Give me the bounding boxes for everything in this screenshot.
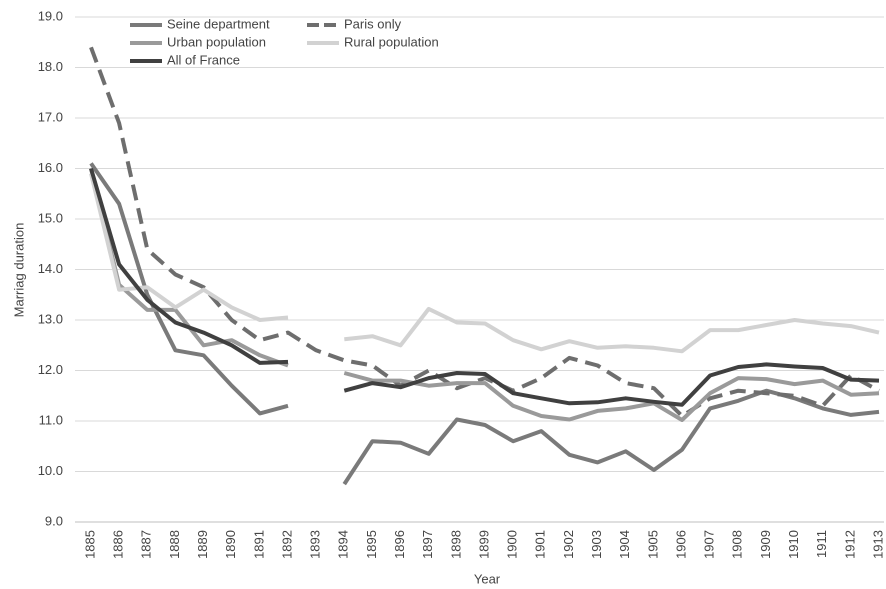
y-axis-title: Marriag duration (11, 223, 26, 318)
x-tick-label: 1894 (336, 530, 351, 559)
x-tick-label: 1912 (842, 530, 857, 559)
x-tick-label: 1893 (308, 530, 323, 559)
x-tick-label: 1905 (645, 530, 660, 559)
series-line (89, 46, 880, 418)
x-tick-label: 1888 (167, 530, 182, 559)
x-tick-label: 1891 (251, 530, 266, 559)
y-tick-label: 11.0 (39, 412, 63, 427)
y-tick-label: 13.0 (38, 311, 63, 326)
x-tick-label: 1885 (82, 530, 97, 559)
x-tick-label: 1890 (223, 530, 238, 559)
x-tick-label: 1899 (476, 530, 491, 559)
x-tick-label: 1902 (561, 530, 576, 559)
x-tick-label: 1906 (673, 530, 688, 559)
y-tick-label: 10.0 (38, 463, 63, 478)
y-tick-label: 15.0 (38, 210, 63, 225)
y-tick-label: 18.0 (38, 59, 63, 74)
legend-label: Rural population (344, 34, 439, 49)
y-tick-label: 16.0 (38, 160, 63, 175)
legend-label: Urban population (167, 34, 266, 49)
y-tick-label: 9.0 (45, 513, 63, 528)
x-tick-label: 1900 (505, 530, 520, 559)
y-tick-label: 14.0 (38, 261, 63, 276)
x-tick-label: 1895 (364, 530, 379, 559)
x-tick-label: 1904 (617, 530, 632, 559)
legend-label: All of France (167, 52, 240, 67)
y-tick-label: 12.0 (38, 362, 63, 377)
x-tick-label: 1901 (533, 530, 548, 559)
y-tick-label: 17.0 (38, 109, 63, 124)
x-tick-label: 1907 (702, 530, 717, 559)
x-tick-label: 1886 (111, 530, 126, 559)
legend-label: Seine department (167, 16, 270, 31)
x-tick-label: 1909 (758, 530, 773, 559)
x-tick-label: 1910 (786, 530, 801, 559)
x-tick-label: 1903 (589, 530, 604, 559)
x-tick-label: 1887 (139, 530, 154, 559)
legend-label: Paris only (344, 16, 402, 31)
series-line (89, 173, 880, 354)
x-tick-label: 1911 (814, 530, 829, 558)
series-line (89, 167, 880, 407)
x-tick-label: 1892 (279, 530, 294, 559)
x-axis-title: Year (474, 571, 501, 586)
y-tick-label: 19.0 (38, 8, 63, 23)
x-tick-label: 1908 (730, 530, 745, 559)
x-tick-label: 1889 (195, 530, 210, 559)
x-tick-label: 1913 (870, 530, 885, 559)
x-tick-label: 1897 (420, 530, 435, 559)
x-tick-label: 1898 (448, 530, 463, 559)
x-tick-label: 1896 (392, 530, 407, 559)
